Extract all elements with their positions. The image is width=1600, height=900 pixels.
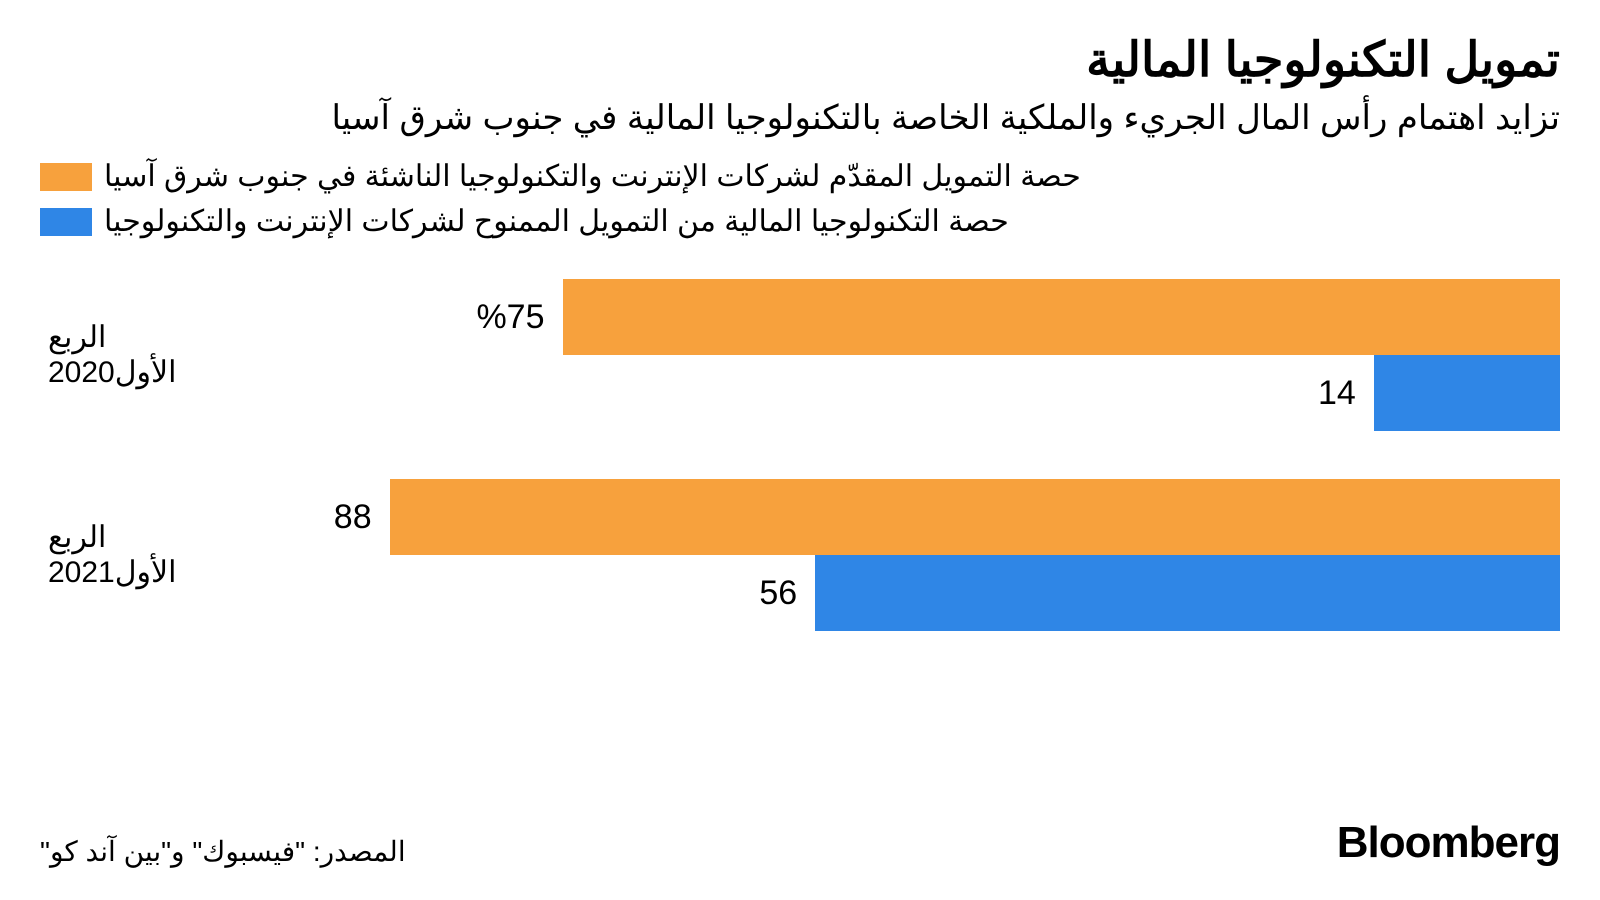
bar-1-0 — [390, 479, 1560, 555]
bar-0-1-row: 14 — [230, 355, 1560, 431]
bar-0-0 — [563, 279, 1561, 355]
bar-0-1-value: 14 — [1318, 374, 1356, 413]
group-0: %75 14 الربع الأول2020 — [40, 279, 1560, 431]
chart-subtitle: تزايد اهتمام رأس المال الجريء والملكية ا… — [40, 96, 1560, 142]
legend: حصة التمويل المقدّم لشركات الإنترنت والت… — [40, 159, 1560, 239]
legend-item-1: حصة التكنولوجيا المالية من التمويل الممن… — [40, 204, 1009, 239]
bar-1-0-row: 88 — [230, 479, 1560, 555]
chart-title: تمويل التكنولوجيا المالية — [40, 32, 1560, 90]
legend-swatch-0 — [40, 163, 92, 191]
bar-1-1-value: 56 — [759, 574, 797, 613]
group-0-bars: %75 14 — [230, 279, 1560, 431]
legend-item-0: حصة التمويل المقدّم لشركات الإنترنت والت… — [40, 159, 1081, 194]
bar-0-0-value: %75 — [476, 298, 544, 337]
group-1: 88 56 الربع الأول2021 — [40, 479, 1560, 631]
footer: Bloomberg المصدر: "فيسبوك" و"بين آند كو" — [40, 818, 1560, 868]
bar-0-0-row: %75 — [230, 279, 1560, 355]
brand-logo: Bloomberg — [1337, 818, 1560, 868]
legend-swatch-1 — [40, 208, 92, 236]
bar-1-1-row: 56 — [230, 555, 1560, 631]
source-text: المصدر: "فيسبوك" و"بين آند كو" — [40, 835, 406, 868]
bar-1-1 — [815, 555, 1560, 631]
group-1-label: الربع الأول2021 — [40, 520, 230, 590]
bar-0-1 — [1374, 355, 1560, 431]
bar-1-0-value: 88 — [334, 498, 372, 537]
legend-label-0: حصة التمويل المقدّم لشركات الإنترنت والت… — [104, 159, 1081, 194]
group-1-bars: 88 56 — [230, 479, 1560, 631]
legend-label-1: حصة التكنولوجيا المالية من التمويل الممن… — [104, 204, 1009, 239]
group-0-label: الربع الأول2020 — [40, 320, 230, 390]
bar-chart: %75 14 الربع الأول2020 88 56 ا — [40, 269, 1560, 798]
